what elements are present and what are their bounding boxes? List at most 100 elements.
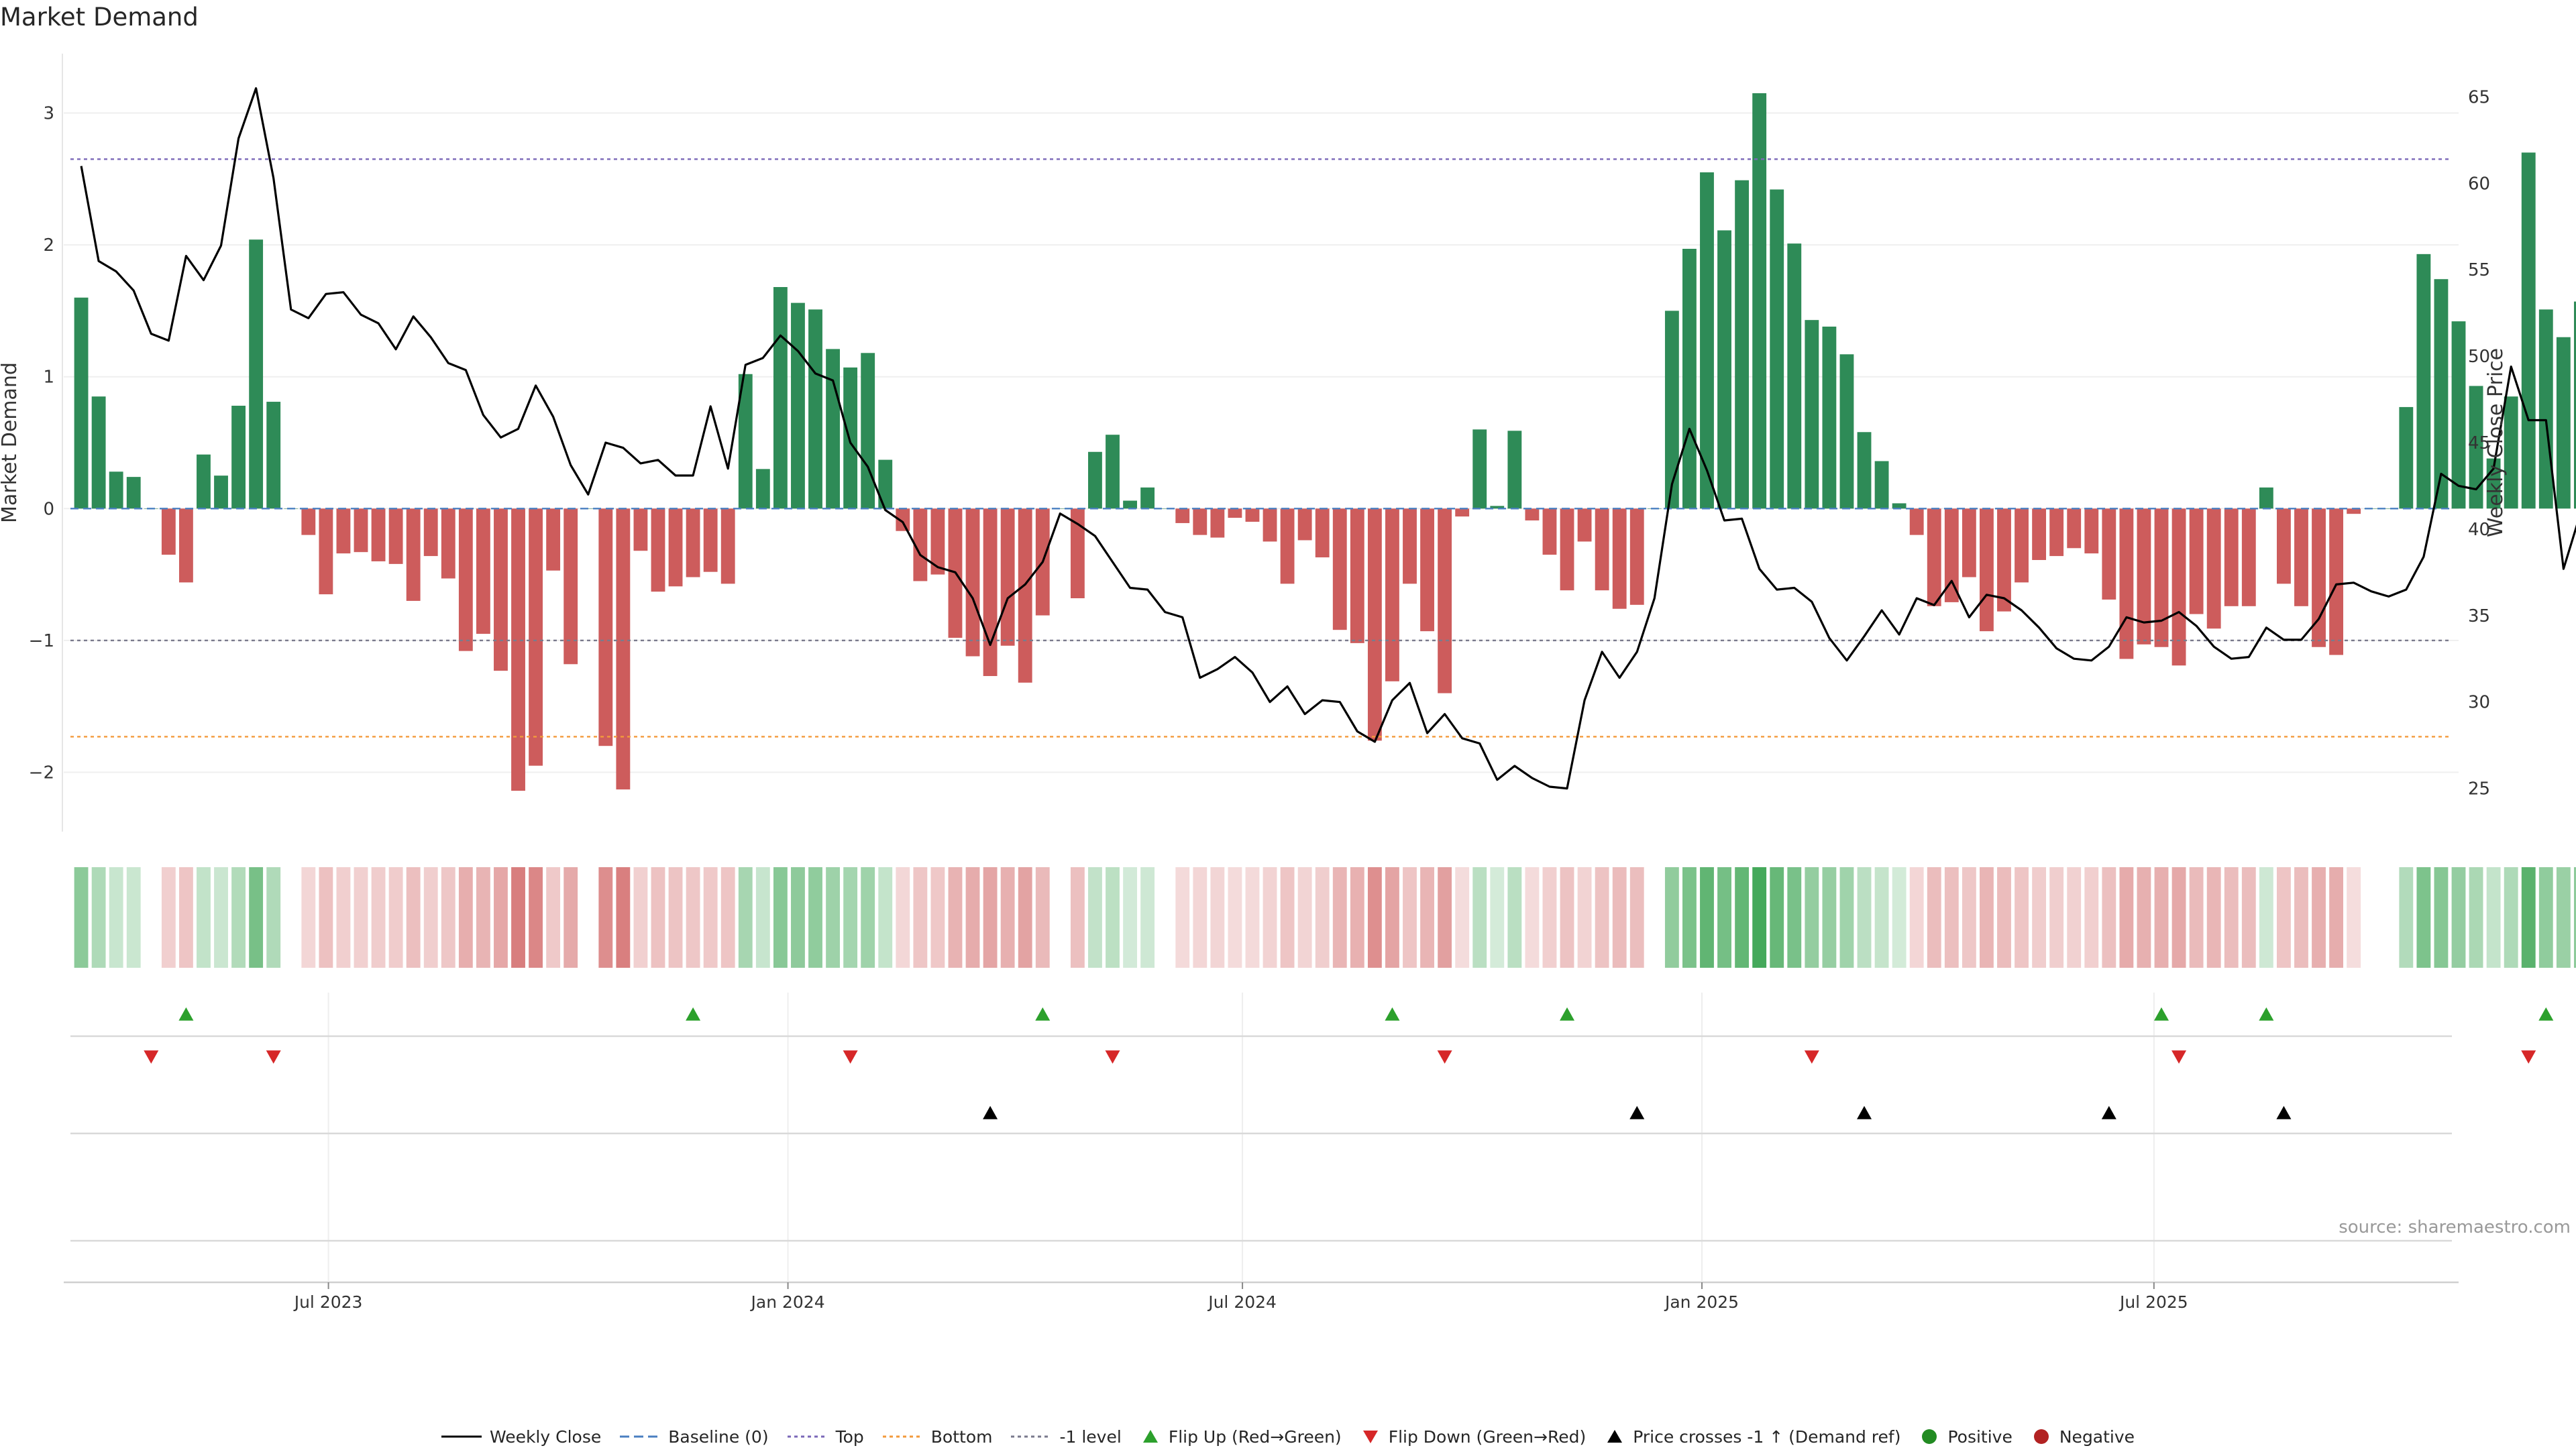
flip-up-marker xyxy=(1035,1007,1051,1021)
demand-heat-strip xyxy=(74,867,2576,968)
demand-bar xyxy=(1839,354,1854,509)
heat-cell xyxy=(1438,867,1452,968)
demand-bar xyxy=(1857,432,1872,509)
demand-bar xyxy=(336,508,351,554)
heat-cell xyxy=(249,867,264,968)
demand-bar xyxy=(1525,508,1540,520)
demand-bar xyxy=(598,508,613,746)
heat-cell xyxy=(476,867,490,968)
heat-cell xyxy=(1927,867,1941,968)
weekly-close-line xyxy=(80,87,2576,790)
demand-bar xyxy=(1210,508,1225,538)
heat-cell xyxy=(2032,867,2047,968)
heat-cell xyxy=(983,867,998,968)
demand-bar xyxy=(2434,279,2449,509)
legend-label: Baseline (0) xyxy=(668,1427,769,1447)
price-cross-marker xyxy=(2276,1106,2292,1119)
demand-bar xyxy=(388,508,403,564)
legend-label: Price crosses -1 ↑ (Demand ref) xyxy=(1633,1427,1901,1447)
demand-bar xyxy=(2416,254,2431,509)
heat-cell xyxy=(1175,867,1190,968)
demand-bar xyxy=(494,508,508,671)
demand-bar xyxy=(2504,396,2518,509)
heat-cell xyxy=(1839,867,1854,968)
demand-bar xyxy=(2469,386,2483,509)
demand-bar xyxy=(2276,508,2291,584)
heat-cell xyxy=(1000,867,1015,968)
demand-bar xyxy=(983,508,998,676)
legend-label: Flip Up (Red→Green) xyxy=(1168,1427,1342,1447)
demand-bar xyxy=(1403,508,1417,584)
demand-bar xyxy=(1315,508,1330,558)
heat-cell xyxy=(1297,867,1312,968)
demand-bar xyxy=(808,309,822,509)
heat-cell xyxy=(1629,867,1644,968)
heat-cell xyxy=(1822,867,1837,968)
demand-bar xyxy=(1175,508,1190,523)
heat-cell xyxy=(1857,867,1872,968)
heat-cell xyxy=(109,867,123,968)
demand-bar xyxy=(74,297,89,509)
heat-cell xyxy=(2347,867,2361,968)
demand-bar xyxy=(441,508,455,579)
demand-bar xyxy=(319,508,333,595)
heat-cell xyxy=(1787,867,1802,968)
legend-label: -1 level xyxy=(1059,1427,1122,1447)
y-tick-label: 1 xyxy=(43,368,54,388)
heat-cell xyxy=(1385,867,1399,968)
heat-cell xyxy=(2416,867,2431,968)
demand-bar xyxy=(1455,508,1470,517)
heat-cell xyxy=(126,867,141,968)
x-tick-label: Jul 2024 xyxy=(1207,1292,1277,1312)
demand-bar xyxy=(2573,301,2576,509)
legend-swatch xyxy=(1607,1430,1623,1443)
flip-down-marker xyxy=(1437,1050,1452,1064)
source-note: source: sharemaestro.com xyxy=(2339,1217,2571,1237)
page-title: Market Demand xyxy=(0,3,199,32)
heat-cell xyxy=(1770,867,1784,968)
heat-cell xyxy=(2276,867,2291,968)
heat-cell xyxy=(1909,867,1924,968)
heat-cell xyxy=(1805,867,1819,968)
heat-cell xyxy=(1874,867,1889,968)
demand-bar xyxy=(1472,429,1487,509)
flip-down-marker xyxy=(2171,1050,2187,1064)
flip-down-marker xyxy=(2521,1050,2536,1064)
heat-cell xyxy=(1420,867,1434,968)
demand-bar xyxy=(266,402,281,509)
demand-bar xyxy=(2399,406,2414,509)
y-tick-label: 3 xyxy=(43,103,54,123)
heat-cell xyxy=(388,867,403,968)
heat-cell xyxy=(1577,867,1592,968)
demand-bar xyxy=(913,508,928,581)
demand-bar xyxy=(791,302,805,509)
heat-cell xyxy=(1944,867,1959,968)
demand-bar xyxy=(1070,508,1085,598)
legend-item: Price crosses -1 ↑ (Demand ref) xyxy=(1605,1427,1900,1447)
heat-cell xyxy=(1595,867,1609,968)
legend-label: Positive xyxy=(1947,1427,2012,1447)
demand-bar xyxy=(161,508,176,555)
y-right-tick-label: 55 xyxy=(2468,260,2490,280)
demand-bar xyxy=(1874,461,1889,509)
heat-cell xyxy=(720,867,735,968)
heat-cell xyxy=(2486,867,2501,968)
demand-bar xyxy=(703,508,718,572)
legend-item: Top xyxy=(787,1427,864,1447)
demand-bar xyxy=(1595,508,1609,591)
heat-cell xyxy=(406,867,421,968)
demand-bar xyxy=(458,508,473,651)
heat-cell xyxy=(1542,867,1557,968)
demand-bar xyxy=(896,508,910,531)
heat-cell xyxy=(1525,867,1540,968)
heat-cell xyxy=(319,867,333,968)
demand-bar xyxy=(1367,508,1382,741)
y-tick-label: 2 xyxy=(43,235,54,256)
flip-down-marker xyxy=(144,1050,159,1064)
demand-bar xyxy=(1805,320,1819,509)
demand-bar xyxy=(1664,311,1679,509)
legend-item: Negative xyxy=(2031,1427,2135,1447)
x-axis: Jul 2023 Jan 2024 Jul 2024 Jan 2025 Jul 2025 xyxy=(64,1281,2459,1312)
heat-cell xyxy=(1997,867,2011,968)
